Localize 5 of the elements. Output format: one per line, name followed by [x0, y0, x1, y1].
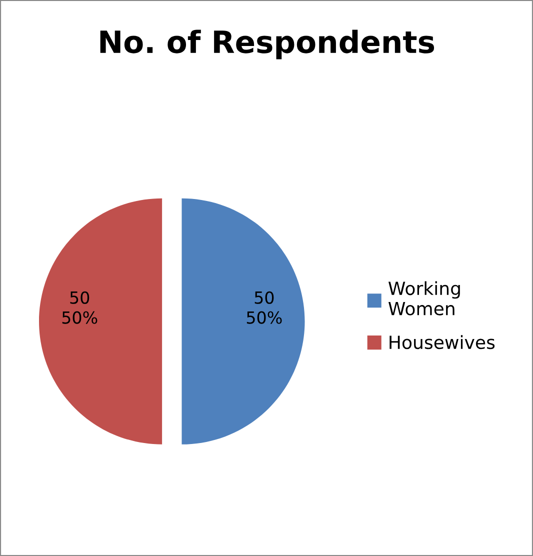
legend-label: Housewives — [390, 335, 495, 350]
legend-label: Working Women — [388, 281, 460, 316]
chart-title: No. of Respondents — [100, 30, 434, 60]
data-label: 50 50% — [62, 291, 98, 324]
data-label: 50 50% — [246, 291, 282, 324]
